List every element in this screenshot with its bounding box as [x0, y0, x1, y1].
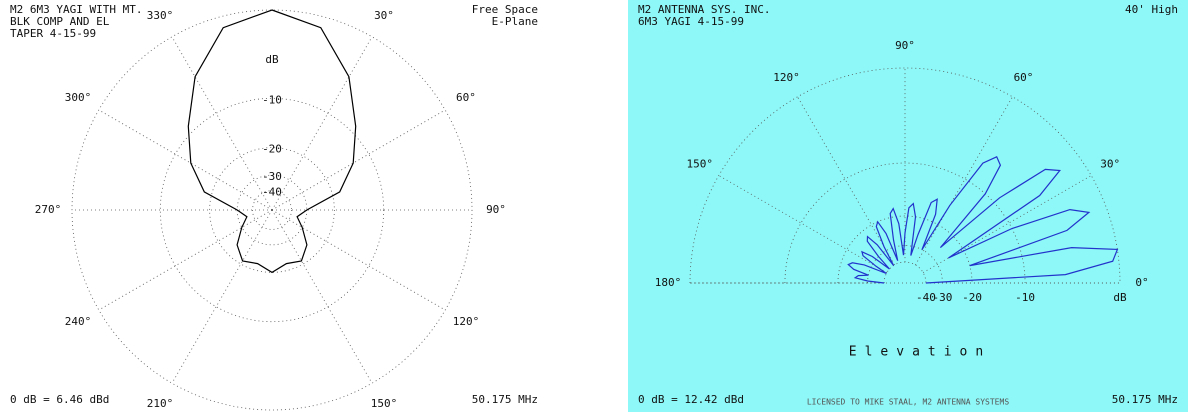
- angle-label: 210°: [147, 397, 174, 410]
- footer-right: 50.175 MHz: [472, 393, 538, 406]
- grid-spoke: [271, 36, 373, 211]
- title-line: TAPER 4-15-99: [10, 27, 96, 40]
- grid-spoke: [718, 175, 888, 273]
- angle-label: 60°: [456, 91, 476, 104]
- grid-spoke: [797, 96, 895, 266]
- ring-label: dB: [265, 53, 279, 66]
- ring-label: -10: [1015, 291, 1035, 304]
- x-axis-label: Elevation: [849, 345, 991, 360]
- angle-label: 60°: [1014, 71, 1034, 84]
- angle-label: 120°: [453, 315, 480, 328]
- title-line: 6M3 YAGI 4-15-99: [638, 15, 744, 28]
- pattern-line: [187, 9, 357, 274]
- subtitle-line: 40' High: [1125, 3, 1178, 16]
- angle-label: 30°: [374, 9, 394, 22]
- angle-label: 30°: [1100, 158, 1120, 171]
- grid-spoke: [271, 209, 373, 384]
- grid-spoke: [915, 96, 1013, 266]
- panel-background: [628, 0, 1188, 412]
- grid-spoke: [98, 209, 273, 311]
- angle-label: 180°: [655, 276, 682, 289]
- ring-label: -30: [932, 291, 952, 304]
- grid-spoke: [171, 36, 273, 211]
- grid-spoke: [271, 109, 446, 211]
- ring-label: -20: [262, 143, 282, 156]
- title-line: M2 6M3 YAGI WITH MT.: [10, 3, 142, 16]
- angle-label: 240°: [65, 315, 92, 328]
- footer-left: 0 dB = 6.46 dBd: [10, 393, 109, 406]
- ring-label: -40: [262, 186, 282, 199]
- grid-ring: [71, 9, 473, 411]
- grid-ring: [883, 261, 927, 284]
- grid-ring: [689, 67, 1121, 284]
- subtitle-line: Free Space: [472, 3, 538, 16]
- footer-center: LICENSED TO MIKE STAAL, M2 ANTENNA SYSTE…: [807, 398, 1009, 407]
- angle-label: 0°: [1135, 276, 1148, 289]
- angle-label: 330°: [147, 9, 174, 22]
- pattern-line: [847, 156, 1119, 284]
- grid-ring: [252, 190, 292, 230]
- grid-spoke: [171, 209, 273, 384]
- footer-right: 50.175 MHz: [1112, 393, 1178, 406]
- footer-left: 0 dB = 12.42 dBd: [638, 393, 744, 406]
- subtitle-line: E-Plane: [492, 15, 538, 28]
- title-line: M2 ANTENNA SYS. INC.: [638, 3, 770, 16]
- ring-label: -20: [962, 291, 982, 304]
- angle-label: 150°: [371, 397, 398, 410]
- ring-label: -10: [262, 93, 282, 106]
- angle-label: 150°: [687, 158, 714, 171]
- ring-label: dB: [1113, 291, 1127, 304]
- ring-label: -30: [262, 170, 282, 183]
- title-line: BLK COMP AND EL: [10, 15, 110, 28]
- angle-label: 90°: [486, 203, 506, 216]
- grid-spoke: [271, 209, 446, 311]
- grid-spoke: [98, 109, 273, 211]
- grid-ring: [209, 147, 335, 273]
- ring-label: -40: [916, 291, 936, 304]
- angle-label: 120°: [773, 71, 800, 84]
- angle-label: 270°: [35, 203, 62, 216]
- angle-label: 90°: [895, 39, 915, 52]
- angle-label: 300°: [65, 91, 92, 104]
